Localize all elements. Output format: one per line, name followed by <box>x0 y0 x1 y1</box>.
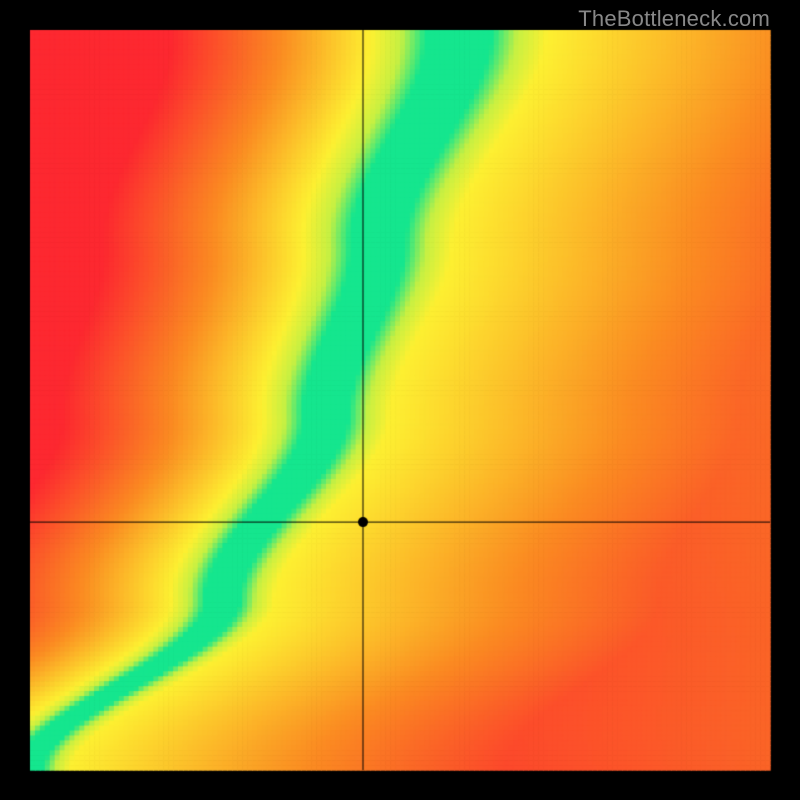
chart-container: TheBottleneck.com <box>0 0 800 800</box>
heatmap-canvas <box>0 0 800 800</box>
watermark-text: TheBottleneck.com <box>578 6 770 32</box>
